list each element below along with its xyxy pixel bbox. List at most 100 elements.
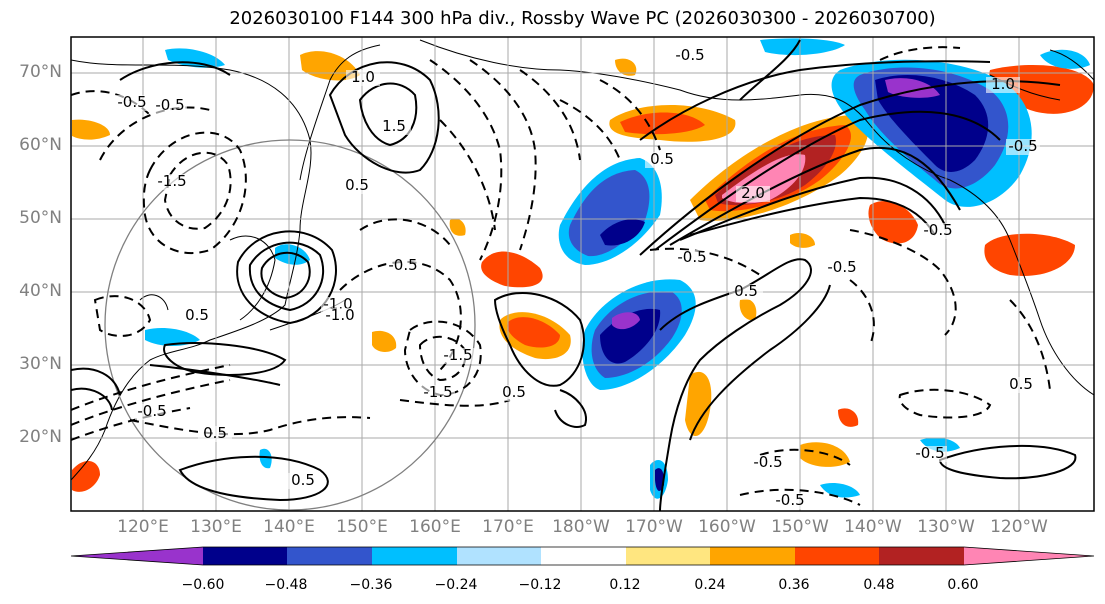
positive-contour	[178, 455, 329, 502]
negative-contour	[849, 279, 875, 346]
positive-anomaly	[72, 119, 110, 140]
negative-contour	[849, 229, 957, 336]
contour-label-background	[1006, 139, 1040, 155]
positive-anomaly	[739, 298, 757, 321]
contour-label-background	[153, 98, 187, 114]
contour-label: -0.5	[923, 221, 952, 239]
longitude-label: 140°E	[263, 517, 315, 537]
colorbar-outline	[70, 546, 1095, 566]
negative-contour	[339, 260, 462, 371]
negative-anomaly	[600, 219, 645, 246]
negative-contour	[1009, 299, 1051, 391]
positive-contour	[739, 39, 801, 101]
negative-contour	[879, 46, 961, 61]
colorbar-bin	[287, 547, 372, 565]
contour-labels: -0.5 -0.5 -0.5 0.5 1.0 1.5 -1.5 -1.0 0.5 -0.5 -0.5…	[115, 46, 1040, 509]
contour-label: -1.5	[157, 172, 186, 190]
negative-anomaly	[275, 244, 310, 265]
contour-label: 1.0	[351, 68, 375, 86]
longitude-label: 150°E	[336, 517, 388, 537]
longitude-label: 150°W	[771, 517, 829, 537]
map-frame	[70, 36, 1095, 512]
contour-label-background	[736, 186, 770, 202]
colorbar-tick-label: 0.60	[947, 577, 979, 593]
positive-contour	[493, 292, 585, 387]
colorbar-tick-label: 0.12	[609, 577, 641, 593]
longitude-label: 180°W	[552, 517, 610, 537]
contour-label: 0.5	[345, 176, 369, 194]
contour-label-background	[115, 95, 149, 111]
contour-label-background	[921, 223, 955, 239]
positive-anomaly	[868, 201, 918, 244]
positive-anomaly	[372, 330, 397, 352]
negative-contour	[71, 364, 231, 411]
colorbar-bin	[457, 547, 541, 565]
positive-contour	[358, 82, 418, 147]
negative-anomaly	[612, 312, 640, 330]
negative-contour	[163, 151, 232, 230]
contour-label: 0.5	[185, 306, 209, 324]
positive-contour	[654, 110, 1001, 251]
contour-label: -0.5	[137, 402, 166, 420]
colorbar-tick-label: −0.48	[264, 577, 308, 593]
contour-label-background	[286, 473, 320, 489]
contour-label: 0.5	[650, 150, 674, 168]
contour-label-background	[729, 284, 763, 300]
latitude-label: 60°N	[19, 135, 62, 155]
colorbar-tick-label: 0.36	[778, 577, 810, 593]
contour-label: -0.5	[675, 46, 704, 64]
contour-label-background	[441, 348, 475, 364]
contour-label-background	[421, 385, 455, 401]
contour-label: 1.0	[991, 75, 1015, 93]
chart-title: 2026030100 F144 300 hPa div., Rossby Wav…	[229, 8, 936, 29]
positive-anomaly	[685, 371, 712, 437]
contour-label: -0.5	[388, 256, 417, 274]
colorbar-bin	[203, 547, 287, 565]
contour-label-background	[751, 455, 785, 471]
colorbar-tick-label: 0.48	[863, 577, 895, 593]
positive-contour	[689, 196, 936, 236]
positive-contour	[163, 342, 287, 376]
positive-contour	[236, 230, 337, 325]
positive-contour	[149, 364, 281, 386]
longitude-label: 130°W	[917, 517, 975, 537]
negative-contour	[739, 488, 861, 506]
contour-label: -0.5	[155, 96, 184, 114]
colorbar-bin	[372, 547, 457, 565]
longitude-label: 160°E	[409, 517, 461, 537]
colorbar	[70, 546, 1095, 566]
contour-label-background	[645, 152, 679, 168]
contour-label-background	[1004, 377, 1038, 393]
contour-label: -0.5	[915, 444, 944, 462]
negative-contour	[129, 416, 371, 436]
contour-label-background	[135, 404, 169, 420]
contour-label-background	[198, 426, 232, 442]
positive-contour	[554, 389, 587, 428]
negative-contour	[469, 59, 537, 251]
negative-contour	[559, 99, 621, 161]
negative-contour	[898, 388, 992, 419]
contour-label-background	[340, 178, 374, 194]
negative-contour	[359, 218, 451, 246]
contour-label: 0.5	[203, 424, 227, 442]
contour-label-background	[673, 48, 707, 64]
focus-circle	[104, 139, 476, 511]
positive-contour	[260, 252, 311, 300]
longitude-label: 120°W	[990, 517, 1048, 537]
positive-contour	[248, 241, 325, 312]
colorbar-bin	[795, 547, 879, 565]
colorbar-bin	[710, 547, 795, 565]
latitude-label: 70°N	[19, 62, 62, 82]
latitude-label: 30°N	[19, 354, 62, 374]
positive-contour	[669, 146, 961, 246]
colorbar-tick-label: −0.36	[349, 577, 393, 593]
negative-anomaly	[875, 75, 989, 172]
colorbar-bin	[71, 547, 203, 565]
positive-contour	[639, 60, 991, 141]
contour-label: -0.5	[117, 93, 146, 111]
contour-label-background	[773, 493, 807, 509]
negative-contour	[759, 448, 851, 466]
contour-label: 0.5	[1009, 375, 1033, 393]
colorbar-bin	[879, 547, 964, 565]
